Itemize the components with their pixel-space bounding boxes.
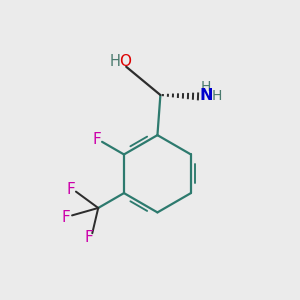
Text: H: H xyxy=(212,89,222,103)
Text: H: H xyxy=(110,54,120,69)
Text: H: H xyxy=(201,80,211,94)
Text: F: F xyxy=(85,230,94,245)
Text: F: F xyxy=(92,132,101,147)
Text: O: O xyxy=(119,54,131,69)
Text: F: F xyxy=(66,182,75,197)
Text: F: F xyxy=(62,210,70,225)
Text: N: N xyxy=(199,88,213,104)
